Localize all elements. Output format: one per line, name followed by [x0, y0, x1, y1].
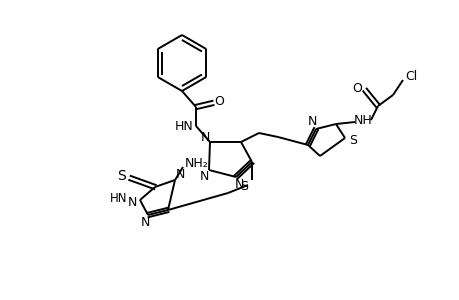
Text: N: N: [307, 115, 316, 128]
Text: HN: HN: [174, 119, 193, 133]
Text: O: O: [213, 94, 224, 107]
Text: N: N: [234, 178, 243, 190]
Text: N: N: [140, 217, 149, 230]
Text: S: S: [240, 179, 247, 193]
Text: NH: NH: [353, 113, 372, 127]
Text: S: S: [348, 134, 356, 146]
Text: NH₂: NH₂: [185, 157, 208, 169]
Text: O: O: [351, 82, 361, 94]
Text: N: N: [199, 169, 208, 182]
Text: N: N: [200, 130, 209, 143]
Text: N: N: [127, 196, 136, 208]
Text: N: N: [175, 167, 184, 181]
Text: Cl: Cl: [404, 70, 416, 83]
Text: HN: HN: [109, 191, 127, 205]
Text: S: S: [118, 169, 126, 183]
